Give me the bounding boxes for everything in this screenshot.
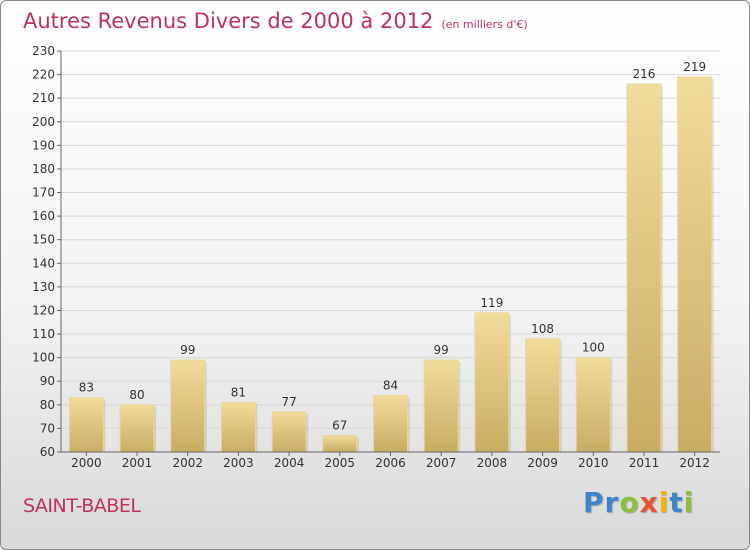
bar-2005 xyxy=(322,434,358,453)
x-tick-label: 2005 xyxy=(325,456,356,470)
bar-2006 xyxy=(373,394,408,453)
bar-value-label: 77 xyxy=(281,395,296,409)
bar-2002 xyxy=(170,359,206,453)
bar-value-label: 219 xyxy=(683,60,706,74)
y-tick-label: 210 xyxy=(32,91,55,105)
bar-value-label: 108 xyxy=(531,322,554,336)
y-tick-label: 60 xyxy=(40,445,55,459)
bar-2012 xyxy=(677,76,713,453)
bar-2011 xyxy=(626,83,662,453)
logo-letter: o xyxy=(619,486,640,519)
logo-letter: x xyxy=(639,486,659,519)
bar-value-label: 216 xyxy=(633,67,656,81)
x-tick-label: 2010 xyxy=(578,456,609,470)
bar-value-label: 81 xyxy=(231,385,246,399)
bar-value-label: 83 xyxy=(79,381,94,395)
chart-subtitle: (en milliers d'€) xyxy=(441,18,528,31)
y-tick-label: 180 xyxy=(32,162,55,176)
x-tick-label: 2000 xyxy=(71,456,102,470)
bar-2004 xyxy=(271,411,307,453)
x-tick-label: 2001 xyxy=(122,456,153,470)
y-tick-label: 140 xyxy=(32,256,55,270)
bar-2000 xyxy=(68,397,104,453)
y-tick-label: 230 xyxy=(32,44,55,58)
x-tick-label: 2002 xyxy=(172,456,203,470)
y-tick-label: 150 xyxy=(32,233,55,247)
y-tick-label: 130 xyxy=(32,280,55,294)
bar-2007 xyxy=(423,359,459,453)
x-tick-label: 2006 xyxy=(375,456,406,470)
x-tick-label: 2009 xyxy=(527,456,558,470)
place-name: SAINT-BABEL xyxy=(23,495,141,517)
proxiti-logo: Proxiti xyxy=(583,486,694,519)
y-tick-label: 170 xyxy=(32,186,55,200)
y-tick-label: 100 xyxy=(32,351,55,365)
bar-2010 xyxy=(575,357,611,453)
axes: 60 70 80 90 100 110 120 130 140 150 160 170 180 190 20… xyxy=(32,44,720,470)
y-tick-label: 200 xyxy=(32,115,55,129)
y-tick-label: 80 xyxy=(40,398,55,412)
bar-value-label: 99 xyxy=(434,343,449,357)
y-tick-label: 160 xyxy=(32,209,55,223)
x-tick-label: 2004 xyxy=(274,456,305,470)
x-tick-label: 2003 xyxy=(223,456,254,470)
bar-2003 xyxy=(220,401,256,453)
y-tick-label: 110 xyxy=(32,327,55,341)
logo-letter: i xyxy=(658,486,670,519)
y-tick-label: 190 xyxy=(32,138,55,152)
bar-value-label: 119 xyxy=(480,296,503,310)
x-tick-label: 2012 xyxy=(679,456,710,470)
bar-value-label: 80 xyxy=(129,388,144,402)
logo-letter: P xyxy=(583,486,605,519)
x-tick-label: 2007 xyxy=(426,456,457,470)
logo-letter: i xyxy=(683,486,695,519)
x-tick-label: 2008 xyxy=(477,456,508,470)
chart-title: Autres Revenus Divers de 2000 à 2012 (en … xyxy=(23,9,528,33)
bar-value-label: 99 xyxy=(180,343,195,357)
logo-letter: r xyxy=(604,486,620,519)
bar-value-label: 100 xyxy=(582,341,605,355)
bar-2001 xyxy=(119,404,155,453)
y-tick-label: 120 xyxy=(32,303,55,317)
y-tick-label: 90 xyxy=(40,374,55,388)
logo-letter: t xyxy=(669,486,684,519)
bar-value-label: 67 xyxy=(332,418,347,432)
y-tick-label: 220 xyxy=(32,68,55,82)
bar-value-label: 84 xyxy=(383,378,398,392)
bars: 83 80 99 81 77 67 84 99 119 108 100 216 219 xyxy=(68,60,714,453)
bar-2009 xyxy=(525,338,561,453)
chart-title-text: Autres Revenus Divers de 2000 à 2012 xyxy=(23,9,434,33)
y-tick-label: 70 xyxy=(40,421,55,435)
bar-2008 xyxy=(474,312,510,453)
x-tick-label: 2011 xyxy=(629,456,660,470)
